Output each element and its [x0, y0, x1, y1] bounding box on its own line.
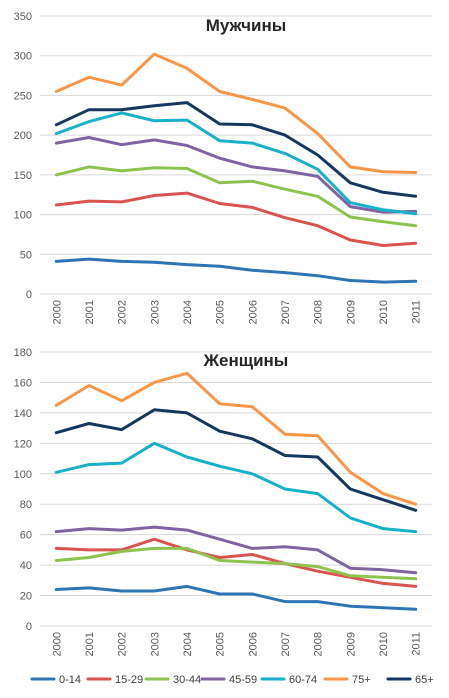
x-tick-label: 2009 — [345, 632, 357, 656]
x-tick-label: 2000 — [51, 632, 63, 656]
legend-label: 75+ — [352, 674, 371, 686]
x-tick-label: 2001 — [84, 300, 96, 324]
legend-label: 30-44 — [173, 674, 201, 686]
legend: 0-14 15-29 30-44 45-59 60-74 75+ 65+ — [30, 674, 434, 686]
x-axis: 2000 2001 2002 2003 2004 2005 2006 2007 2008 2009… — [51, 632, 422, 656]
legend-item: 30-44 — [144, 674, 201, 686]
y-axis: 0 50 100 150 200 250 300 350 — [14, 11, 32, 301]
legend-item: 75+ — [323, 674, 371, 686]
x-axis: 2000 2001 2002 2003 2004 2005 2006 2007 2008 2009… — [51, 300, 422, 324]
x-tick-label: 2003 — [149, 632, 161, 656]
gridlines — [40, 351, 432, 627]
legend-label: 60-74 — [289, 674, 317, 686]
x-tick-label: 2008 — [313, 300, 325, 324]
y-tick-label: 20 — [20, 591, 32, 603]
chart-women: 0 20 40 60 80 100 120 140 160 180 2000 2001 2002 2003… — [14, 347, 432, 656]
y-tick-label: 0 — [26, 621, 32, 633]
y-tick-label: 60 — [20, 530, 32, 542]
y-tick-label: 160 — [14, 377, 32, 389]
y-axis: 0 20 40 60 80 100 120 140 160 180 — [14, 347, 32, 633]
legend-label: 45-59 — [229, 674, 257, 686]
y-tick-label: 200 — [14, 130, 32, 142]
y-tick-label: 150 — [14, 170, 32, 182]
x-tick-label: 2008 — [313, 632, 325, 656]
legend-label: 15-29 — [115, 674, 143, 686]
series-line-65+ — [54, 408, 418, 512]
legend-item: 45-59 — [200, 674, 257, 686]
series-line-15-29 — [54, 537, 418, 588]
series-line-45-59 — [54, 136, 418, 214]
x-tick-label: 2005 — [215, 300, 227, 324]
y-tick-label: 50 — [20, 249, 32, 261]
x-tick-label: 2000 — [51, 300, 63, 324]
series-line-30-44 — [54, 165, 418, 228]
series-line-60-74 — [54, 111, 418, 216]
x-tick-label: 2004 — [182, 300, 194, 324]
series-group — [54, 52, 418, 284]
legend-item: 60-74 — [260, 674, 317, 686]
y-tick-label: 0 — [26, 289, 32, 301]
series-line-75+ — [54, 371, 418, 506]
x-tick-label: 2010 — [378, 632, 390, 656]
legend-item: 0-14 — [30, 674, 81, 686]
x-tick-label: 2011 — [411, 300, 423, 324]
y-tick-label: 300 — [14, 51, 32, 63]
series-line-45-59 — [54, 525, 418, 575]
y-tick-label: 140 — [14, 408, 32, 420]
series-line-0-14 — [54, 584, 418, 611]
gridlines — [40, 15, 432, 295]
x-tick-label: 2002 — [117, 632, 129, 656]
x-tick-label: 2006 — [247, 300, 259, 324]
chart-title: Мужчины — [206, 16, 287, 35]
legend-label: 0-14 — [59, 674, 81, 686]
y-tick-label: 180 — [14, 347, 32, 359]
x-tick-label: 2005 — [215, 632, 227, 656]
series-line-75+ — [54, 52, 418, 174]
y-tick-label: 100 — [14, 210, 32, 222]
legend-item: 65+ — [386, 674, 434, 686]
series-line-30-44 — [54, 546, 418, 581]
x-tick-label: 2007 — [280, 300, 292, 324]
y-tick-label: 40 — [20, 560, 32, 572]
x-tick-label: 2004 — [182, 632, 194, 656]
x-tick-label: 2010 — [378, 300, 390, 324]
x-tick-label: 2003 — [149, 300, 161, 324]
x-tick-label: 2002 — [117, 300, 129, 324]
series-line-15-29 — [54, 191, 418, 247]
series-group — [54, 371, 418, 611]
y-tick-label: 100 — [14, 469, 32, 481]
chart-title: Женщины — [203, 351, 289, 370]
legend-item: 15-29 — [86, 674, 143, 686]
x-tick-label: 2007 — [280, 632, 292, 656]
y-tick-label: 120 — [14, 438, 32, 450]
y-tick-label: 250 — [14, 90, 32, 102]
y-tick-label: 350 — [14, 11, 32, 23]
x-tick-label: 2009 — [345, 300, 357, 324]
series-line-0-14 — [54, 257, 418, 284]
y-tick-label: 80 — [20, 499, 32, 511]
x-tick-label: 2011 — [411, 632, 423, 656]
series-line-60-74 — [54, 441, 418, 534]
legend-label: 65+ — [415, 674, 434, 686]
x-tick-label: 2001 — [84, 632, 96, 656]
series-line-65+ — [54, 101, 418, 198]
x-tick-label: 2006 — [247, 632, 259, 656]
